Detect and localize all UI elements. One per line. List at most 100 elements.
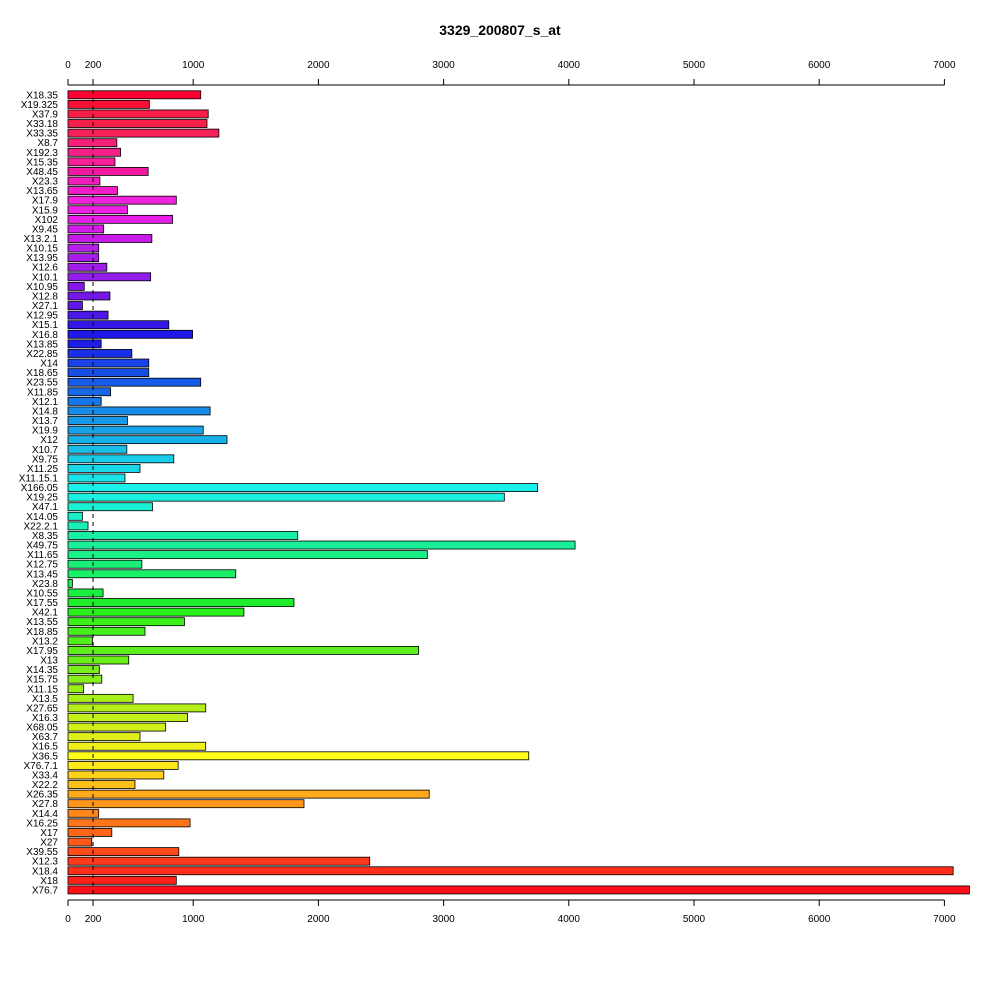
category-label: X9.45 [32, 224, 59, 235]
category-label: X33.18 [26, 119, 58, 130]
bar [67, 147, 121, 157]
bar [67, 349, 133, 358]
x-tick-label: 3000 [432, 914, 455, 925]
x-tick-label: 4000 [558, 914, 581, 925]
category-label: X14 [40, 359, 58, 370]
bar [67, 195, 177, 205]
category-label: X27.65 [26, 703, 58, 714]
bar [67, 396, 102, 406]
x-tick-label: 200 [85, 914, 102, 925]
category-label: X11.65 [27, 550, 58, 561]
category-label: X15.1 [32, 320, 59, 331]
x-tick-label: 7000 [933, 914, 956, 925]
bar [67, 646, 419, 655]
bar [67, 703, 207, 713]
bar [67, 569, 237, 579]
bar [67, 444, 128, 454]
bar [67, 109, 209, 119]
category-label: X11.25 [27, 464, 58, 475]
bar [67, 693, 134, 703]
category-labels: X18.35X19.325X37.9X33.18X33.35X8.7X192.3… [19, 90, 59, 896]
bar [67, 454, 175, 464]
bar [67, 770, 165, 780]
bar [67, 310, 109, 320]
bar [67, 875, 177, 885]
x-tick-label: 0 [65, 914, 71, 925]
bar [67, 674, 103, 684]
category-label: X36.5 [32, 751, 59, 762]
category-label: X13.2.1 [24, 234, 59, 245]
bar [67, 741, 207, 751]
category-label: X192.3 [26, 148, 58, 159]
category-label: X63.7 [32, 732, 59, 743]
category-label: X19.25 [26, 493, 58, 504]
bar [67, 818, 191, 828]
bar [67, 588, 104, 598]
bar [67, 138, 118, 148]
bar [67, 483, 538, 492]
bar [67, 837, 93, 847]
category-label: X27 [40, 838, 58, 849]
category-label: X19.325 [21, 100, 59, 111]
category-label: X13.95 [26, 253, 58, 264]
category-label: X12.8 [32, 291, 59, 302]
bar [67, 205, 128, 215]
bar [67, 665, 100, 674]
category-label: X17.55 [26, 598, 58, 609]
category-label: X27.8 [32, 799, 59, 810]
bar [67, 281, 85, 291]
category-label: X14.8 [32, 406, 59, 417]
bar [67, 550, 428, 560]
category-label: X27.1 [32, 301, 59, 312]
bar [67, 531, 299, 540]
category-label: X8.7 [37, 138, 58, 149]
category-label: X22.2 [32, 780, 59, 791]
bar [67, 847, 180, 857]
category-label: X13.2 [32, 636, 59, 647]
category-label: X42.1 [32, 608, 59, 619]
bar [67, 176, 101, 186]
bottom-x-axis: 0 200 1000 2000 3000 4000 5000 6000 7000 [65, 899, 956, 925]
x-tick-label: 6000 [808, 60, 831, 71]
category-label: X76.7 [32, 885, 59, 896]
category-label: X17 [40, 828, 58, 839]
bar [67, 559, 143, 569]
category-label: X22.85 [26, 349, 58, 360]
category-label: X10.1 [32, 272, 59, 283]
category-label: X18 [40, 876, 58, 887]
bar [67, 856, 371, 866]
bar [67, 368, 150, 378]
bar [67, 502, 153, 512]
bar [67, 387, 111, 397]
bar [67, 492, 505, 502]
category-label: X23.8 [32, 579, 59, 590]
category-label: X12.75 [26, 560, 58, 571]
bar [67, 760, 179, 770]
category-label: X48.45 [26, 167, 58, 178]
category-label: X19.9 [32, 426, 59, 437]
bar [67, 598, 295, 607]
category-label: X13.5 [32, 694, 59, 705]
category-label: X68.05 [26, 723, 58, 734]
category-label: X18.85 [26, 627, 58, 638]
category-label: X13.7 [32, 416, 59, 427]
bar [67, 119, 208, 128]
bar [67, 262, 108, 272]
category-label: X12.1 [32, 397, 59, 408]
category-label: X17.95 [26, 646, 58, 657]
category-label: X15.9 [32, 205, 59, 216]
bar [67, 339, 102, 349]
top-x-axis: 0 200 1000 2000 3000 4000 5000 6000 7000 [65, 60, 956, 86]
bar [67, 291, 111, 301]
bar [67, 607, 245, 617]
category-label: X102 [35, 215, 59, 226]
category-label: X18.4 [32, 866, 59, 877]
bar [67, 425, 204, 435]
bar [67, 320, 170, 330]
category-label: X11.15.1 [19, 473, 59, 484]
x-tick-label: 2000 [307, 914, 330, 925]
category-label: X10.55 [26, 588, 58, 599]
category-label: X49.75 [26, 541, 58, 552]
bar [67, 684, 85, 694]
category-label: X76.7.1 [24, 761, 59, 772]
